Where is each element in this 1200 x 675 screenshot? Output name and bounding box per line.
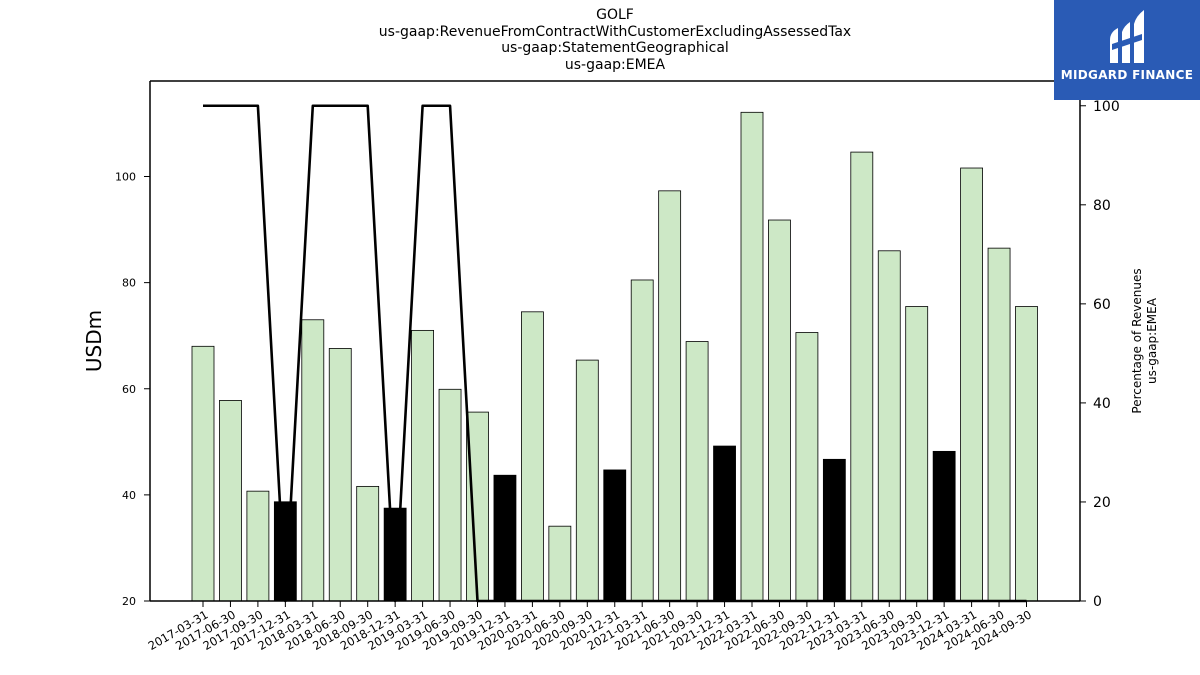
title-line-axis: us-gaap:StatementGeographical bbox=[501, 40, 729, 56]
bar-2020-06-30 bbox=[548, 525, 572, 602]
bar-2023-03-31 bbox=[850, 151, 874, 602]
bar-2023-12-31 bbox=[932, 450, 956, 602]
title-line-ticker: GOLF bbox=[596, 7, 634, 23]
bar-2020-03-31 bbox=[521, 311, 544, 602]
bar-2024-09-30 bbox=[1015, 306, 1038, 602]
bar-2022-09-30 bbox=[795, 332, 819, 602]
bar-2021-12-31 bbox=[713, 445, 736, 602]
bar-2019-06-30 bbox=[438, 388, 462, 602]
bar-2019-12-31 bbox=[493, 474, 517, 602]
brand-logo: MIDGARD FINANCE bbox=[1054, 0, 1200, 100]
logo-text: MIDGARD FINANCE bbox=[1060, 68, 1194, 82]
y-tick-label: 40 bbox=[122, 489, 136, 502]
bar-2019-03-31 bbox=[411, 329, 435, 602]
y-tick-label: 20 bbox=[122, 595, 136, 608]
bar-2018-06-30 bbox=[328, 348, 352, 602]
y2-axis-label-line: Percentage of Revenues bbox=[1130, 268, 1144, 413]
bar-2023-06-30 bbox=[877, 250, 901, 602]
bar-2021-09-30 bbox=[685, 341, 709, 602]
bar-2022-03-31 bbox=[740, 111, 764, 602]
bar-2024-06-30 bbox=[987, 247, 1011, 602]
y2-tick-label: 100 bbox=[1093, 99, 1120, 115]
y2-tick-label: 80 bbox=[1093, 198, 1111, 214]
bar-2017-06-30 bbox=[219, 400, 242, 602]
y-axis-label: USDm bbox=[82, 310, 106, 372]
bar-2020-09-30 bbox=[575, 359, 599, 602]
y2-tick-label: 60 bbox=[1093, 297, 1111, 313]
midgard-logo-icon bbox=[1110, 10, 1144, 63]
bar-2023-09-30 bbox=[905, 306, 929, 602]
y-tick-label: 60 bbox=[122, 383, 136, 396]
y2-tick-label: 20 bbox=[1093, 495, 1111, 511]
y2-tick-label: 40 bbox=[1093, 396, 1111, 412]
y2-tick-label: 0 bbox=[1093, 594, 1102, 610]
bar-2020-12-31 bbox=[603, 469, 627, 602]
bar-2021-03-31 bbox=[630, 279, 654, 602]
bar-2018-03-31 bbox=[301, 319, 325, 602]
bar-2021-06-30 bbox=[658, 190, 682, 602]
bar-2017-03-31 bbox=[191, 345, 215, 602]
bar-2022-12-31 bbox=[822, 458, 846, 602]
y-tick-label: 100 bbox=[115, 171, 136, 184]
title-line-member: us-gaap:EMEA bbox=[564, 57, 666, 73]
bar-2022-06-30 bbox=[768, 219, 791, 602]
bar-2018-09-30 bbox=[356, 485, 380, 602]
bar-2024-03-31 bbox=[960, 167, 983, 602]
y-tick-label: 80 bbox=[122, 277, 136, 290]
bar-2017-09-30 bbox=[246, 490, 270, 602]
y2-axis-label-line: us-gaap:EMEA bbox=[1145, 297, 1159, 384]
title-line-concept: us-gaap:RevenueFromContractWithCustomerE… bbox=[378, 24, 852, 40]
